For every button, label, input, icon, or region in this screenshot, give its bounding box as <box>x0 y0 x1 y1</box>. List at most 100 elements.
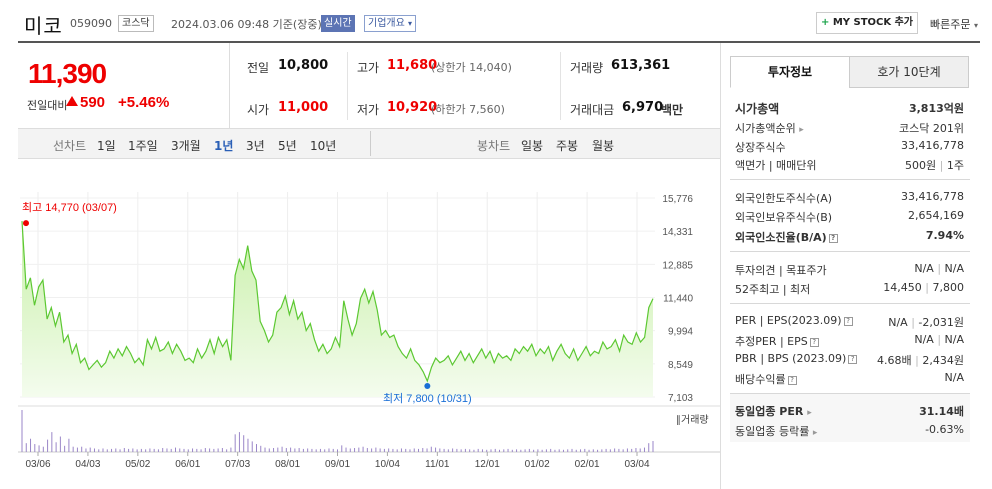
est-per-row: 추정PER | EPS? <box>735 333 819 349</box>
add-mystock-button[interactable]: + MY STOCK 추가 <box>816 12 918 34</box>
divider: | <box>939 159 944 172</box>
low-marker <box>424 383 431 390</box>
info-icon[interactable]: ? <box>848 354 858 364</box>
sector-per-link[interactable]: 동일업종 PER ▸ <box>735 403 812 419</box>
low-label: 저가 <box>357 103 380 117</box>
x-tick-label: 03/04 <box>624 459 649 470</box>
company-info-dropdown[interactable]: 기업개요 ▾ <box>364 15 417 32</box>
candle-weekly[interactable]: 주봉 <box>556 139 579 153</box>
per: N/A <box>888 316 908 329</box>
x-tick-label: 06/01 <box>175 459 200 470</box>
x-tick-label: 10/04 <box>375 459 400 470</box>
period-1y[interactable]: 1년 <box>214 139 234 153</box>
chevron-down-icon: ▾ <box>973 21 978 30</box>
summary-sep <box>560 52 561 120</box>
per-row: PER | EPS(2023.09)? <box>735 314 853 327</box>
chevron-right-icon: ▸ <box>799 125 804 135</box>
period-3m[interactable]: 3개월 <box>171 139 201 153</box>
open-label: 시가 <box>247 103 270 117</box>
price-chart[interactable]: 15,776 14,331 12,885 11,440 9,994 8,549 7,103 최… <box>0 160 720 489</box>
summary-sep <box>347 52 348 120</box>
amount-label: 거래대금 <box>570 103 615 117</box>
opinion: N/A <box>914 262 934 275</box>
x-tick-label: 03/06 <box>25 459 50 470</box>
company-info-label: 기업개요 <box>368 18 405 29</box>
toolbar-sep <box>370 131 371 156</box>
low-annotation: 최저 7,800 (10/31) <box>383 392 472 405</box>
sector-chg-link[interactable]: 동일업종 등락률 ▸ <box>735 423 817 439</box>
target-price: N/A <box>944 262 964 275</box>
shares-label: 상장주식수 <box>735 141 786 154</box>
per-label: PER | EPS(2023.09) <box>735 314 842 327</box>
period-5y[interactable]: 5년 <box>278 139 297 153</box>
x-tick-label: 11/01 <box>425 459 450 470</box>
price-line <box>21 221 654 383</box>
foreign-ratio-row: 외국인소진율(B/A)? <box>735 229 838 245</box>
bps: 2,434원 <box>922 354 964 367</box>
line-chart-label: 선차트 <box>53 139 87 153</box>
price-box <box>18 43 230 128</box>
y-tick-label: 14,331 <box>662 227 693 238</box>
est-per-value: N/A | N/A <box>850 333 964 346</box>
pbr: 4.68배 <box>877 354 912 367</box>
x-tick-label: 04/03 <box>75 459 100 470</box>
mcap-value: 3,813억원 <box>908 102 964 115</box>
period-1d[interactable]: 1일 <box>97 139 116 153</box>
candle-monthly[interactable]: 월봉 <box>592 139 615 153</box>
divider: | <box>915 354 919 367</box>
quote-datetime: 2024.03.06 09:48 기준(장중) <box>171 18 322 31</box>
realtime-badge[interactable]: 실시간 <box>321 15 355 32</box>
pbr-label: PBR | BPS (2023.09) <box>735 352 847 365</box>
mcap-rank-link[interactable]: 시가총액순위 ▸ <box>735 120 804 136</box>
y-tick-label: 7,103 <box>668 393 693 404</box>
prev-close-value: 10,800 <box>278 58 329 73</box>
volume-label: 거래량 <box>570 61 604 75</box>
foreign-ratio-value: 7.94% <box>925 229 964 242</box>
eps: -2,031원 <box>918 316 964 329</box>
x-tick-label: 07/03 <box>225 459 250 470</box>
est-per: N/A <box>914 333 934 346</box>
stock-name: 미코 <box>24 14 63 38</box>
upper-limit: (상한가 14,040) <box>431 61 512 74</box>
low-value: 10,920 <box>387 100 438 115</box>
info-icon[interactable]: ? <box>828 233 838 243</box>
info-icon[interactable]: ? <box>809 337 819 347</box>
div-row: 배당수익률? <box>735 371 797 387</box>
tab-orderbook[interactable]: 호가 10단계 <box>849 56 969 88</box>
div-value: N/A <box>944 371 964 384</box>
period-3y[interactable]: 3년 <box>246 139 265 153</box>
chevron-down-icon: ▾ <box>408 19 413 28</box>
info-icon[interactable]: ? <box>787 375 797 385</box>
y-tick-label: 9,994 <box>668 327 693 338</box>
tab-invest-info[interactable]: 투자정보 <box>730 56 850 88</box>
high-annotation: 최고 14,770 (03/07) <box>22 201 117 214</box>
quick-order-dropdown[interactable]: 빠른주문 ▾ <box>930 16 978 32</box>
period-1w[interactable]: 1주일 <box>128 139 158 153</box>
high-value: 11,680 <box>387 58 438 73</box>
x-tick-label: 01/02 <box>525 459 550 470</box>
open-value: 11,000 <box>278 100 329 115</box>
volume-value: 613,361 <box>611 58 671 73</box>
divider: | <box>925 281 929 294</box>
opinion-label: 투자의견 | 목표주가 <box>735 264 827 277</box>
pbr-value: 4.68배 | 2,434원 <box>850 352 964 368</box>
up-triangle-icon <box>66 96 78 106</box>
sector-chg-value: -0.63% <box>925 423 964 436</box>
x-tick-label: 02/01 <box>575 459 600 470</box>
x-tick-label: 12/01 <box>475 459 500 470</box>
candle-daily[interactable]: 일봉 <box>521 139 544 153</box>
per-value: N/A | -2,031원 <box>850 314 964 330</box>
par-amount: 500원 <box>905 159 937 172</box>
pbr-row: PBR | BPS (2023.09)? <box>735 352 858 365</box>
foreign-ratio-label: 외국인소진율(B/A) <box>735 231 827 244</box>
div-label: 배당수익률 <box>735 373 786 386</box>
w52-value: 14,450 | 7,800 <box>850 281 964 294</box>
high-marker <box>23 220 29 227</box>
price-change: 590 <box>80 94 106 111</box>
info-icon[interactable]: ? <box>843 316 853 326</box>
w52-high: 14,450 <box>883 281 922 294</box>
period-10y[interactable]: 10년 <box>310 139 337 153</box>
w52-label: 52주최고 | 최저 <box>735 283 811 296</box>
y-tick-label: 15,776 <box>662 194 693 205</box>
mcap-rank-value: 코스닥 201위 <box>899 122 964 135</box>
